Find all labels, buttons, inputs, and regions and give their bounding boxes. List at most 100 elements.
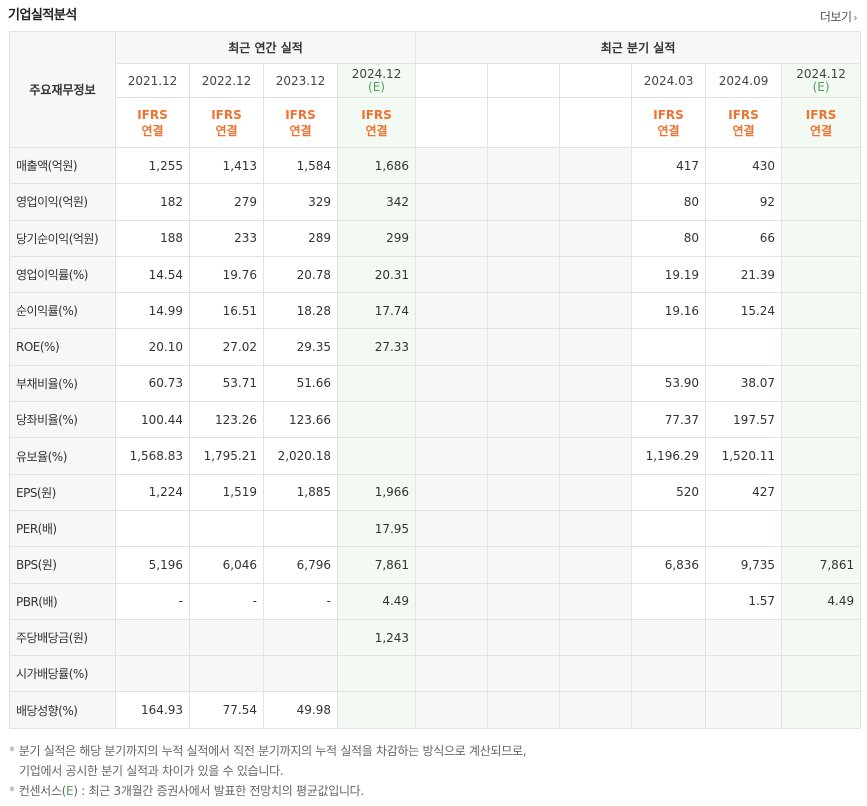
- annual-value-cell: 1,224: [115, 473, 190, 511]
- quarter-value-cell: [415, 691, 489, 729]
- quarter-value-cell: [415, 509, 489, 548]
- quarter-value-cell: 66: [705, 219, 783, 257]
- quarter-value-cell: [705, 509, 783, 548]
- quarter-value-cell: [631, 655, 707, 693]
- annual-value-cell: 14.54: [115, 255, 190, 294]
- quarter-value-cell: [705, 618, 783, 657]
- annual-value-cell: [336, 401, 417, 439]
- quarter-value-cell: [415, 183, 489, 221]
- quarter-value-cell: [487, 255, 561, 294]
- accounting-standard: IFRS 연결: [263, 97, 338, 148]
- quarter-value-cell: 77.37: [631, 401, 707, 439]
- quarter-value-cell: [415, 473, 489, 511]
- annual-value-cell: 329: [263, 183, 338, 221]
- annual-value-cell: 299: [336, 219, 417, 257]
- annual-value-cell: 6,796: [263, 546, 338, 584]
- footnote-text: 분기 실적은 해당 분기까지의 누적 실적에서 직전 분기까지의 누적 실적을 …: [18, 744, 527, 758]
- annual-value-cell: 1,568.83: [115, 437, 190, 475]
- quarter-value-cell: [705, 655, 783, 693]
- row-label: 매출액(억원): [9, 146, 116, 185]
- period-label: 2021.12: [127, 73, 178, 88]
- accounting-standard: IFRS 연결: [189, 97, 264, 148]
- row-label: ROE(%): [9, 328, 116, 366]
- quarter-value-cell: 197.57: [705, 401, 783, 439]
- annual-value-cell: [336, 655, 417, 693]
- annual-value-cell: 16.51: [189, 292, 264, 330]
- table-row: PBR(배) - - -4.49 1.57 4.49: [9, 582, 862, 620]
- table-row: 순이익률(%) 14.99 16.51 18.28 17.74 19.16 15.24: [9, 292, 862, 330]
- ifrs-label: IFRS: [728, 107, 759, 122]
- quarter-value-cell: [781, 255, 862, 294]
- quarter-value-cell: [487, 655, 561, 693]
- annual-value-cell: 49.98: [263, 691, 338, 729]
- quarter-value-cell: [781, 473, 862, 511]
- row-label: 영업이익률(%): [9, 255, 116, 294]
- table-row: EPS(원) 1,224 1,519 1,885 1,966 520 427: [9, 473, 862, 511]
- quarter-value-cell: [487, 437, 561, 475]
- row-label: BPS(원): [9, 546, 116, 584]
- annual-value-cell: 77.54: [189, 691, 264, 729]
- quarter-value-cell: [781, 509, 862, 548]
- annual-value-cell: 20.78: [263, 255, 338, 294]
- annual-value-cell: 1,413: [189, 146, 264, 185]
- quarter-value-cell: [487, 618, 561, 657]
- annual-value-cell: [115, 655, 190, 693]
- quarter-value-cell: [781, 618, 862, 657]
- quarter-value-cell: [415, 655, 489, 693]
- quarter-value-cell: [487, 473, 561, 511]
- estimate-label: (E): [368, 80, 385, 94]
- quarter-value-cell: [487, 691, 561, 729]
- quarter-value-cell: 19.19: [631, 255, 707, 294]
- quarter-value-cell: [415, 219, 489, 257]
- table-row: 당좌비율(%) 100.44 123.26 123.66 77.37 197.57: [9, 401, 862, 439]
- annual-value-cell: 1,255: [115, 146, 190, 185]
- estimate-label: (E): [812, 80, 830, 94]
- annual-value-cell: 342: [336, 183, 417, 221]
- quarter-value-cell: [559, 546, 633, 584]
- quarter-value-cell: [559, 691, 633, 729]
- annual-value-cell: 27.02: [189, 328, 264, 366]
- footnote-1-cont: 기업에서 공시한 분기 실적과 차이가 있을 수 있습니다.: [19, 764, 284, 778]
- quarter-value-cell: 417: [631, 146, 707, 185]
- quarter-value-cell: 4.49: [781, 582, 862, 620]
- quarter-value-cell: [487, 546, 561, 584]
- quarter-value-cell: [631, 509, 707, 548]
- quarter-value-cell: [415, 328, 489, 366]
- annual-value-cell: 182: [115, 183, 190, 221]
- table-row: 유보율(%) 1,568.83 1,795.21 2,020.18 1,196.29 1,…: [9, 437, 862, 475]
- accounting-standard: IFRS 연결: [115, 97, 190, 148]
- annual-group-header: 최근 연간 실적: [114, 31, 417, 64]
- consolidated-label: 연결: [289, 123, 312, 138]
- period-header: 2022.12: [189, 63, 264, 98]
- period-label: 2024.12: [351, 67, 402, 81]
- quarter-group-header: 최근 분기 실적: [415, 31, 862, 64]
- quarter-value-cell: [631, 618, 707, 657]
- quarter-value-cell: [559, 509, 633, 548]
- more-link[interactable]: 더보기 ›: [820, 8, 858, 25]
- table-row: 매출액(억원) 1,255 1,413 1,584 1,686 417 430: [9, 146, 862, 185]
- annual-value-cell: 51.66: [263, 364, 338, 403]
- table-row: 배당성향(%) 164.93 77.54 49.98: [9, 691, 862, 729]
- bullet: *: [9, 744, 15, 758]
- row-label: 시가배당률(%): [9, 655, 116, 693]
- ifrs-label: IFRS: [211, 107, 242, 122]
- row-label: PER(배): [9, 509, 116, 548]
- annual-value-cell: 1,243: [336, 618, 417, 657]
- row-label: 배당성향(%): [9, 691, 116, 729]
- accounting-standard: [415, 97, 489, 148]
- quarter-value-cell: [415, 401, 489, 439]
- annual-value-cell: 17.74: [336, 292, 417, 330]
- annual-value-cell: 19.76: [189, 255, 264, 294]
- annual-value-cell: 29.35: [263, 328, 338, 366]
- consolidated-label: 연결: [810, 123, 833, 138]
- footnote-2: * 컨센서스(E) : 최근 3개월간 증권사에서 발표한 전망치의 평균값입니다…: [9, 781, 526, 801]
- quarter-value-cell: [487, 364, 561, 403]
- period-label: 2024.12: [796, 67, 846, 81]
- quarter-value-cell: [781, 328, 862, 366]
- quarter-value-cell: [487, 328, 561, 366]
- table-row: 부채비율(%) 60.73 53.71 51.66 53.90 38.07: [9, 364, 862, 403]
- accounting-standard: IFRS 연결: [781, 97, 862, 148]
- annual-value-cell: 1,885: [263, 473, 338, 511]
- annual-value-cell: -: [115, 582, 190, 620]
- quarter-value-cell: [705, 328, 783, 366]
